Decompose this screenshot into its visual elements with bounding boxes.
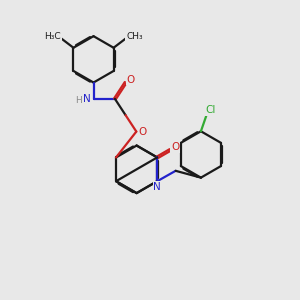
Text: Cl: Cl [206, 106, 216, 116]
Text: O: O [127, 75, 135, 85]
Text: O: O [171, 142, 179, 152]
Text: N: N [153, 182, 161, 192]
Text: H: H [75, 96, 81, 105]
Text: N: N [83, 94, 91, 104]
Text: O: O [139, 127, 147, 136]
Text: H₃C: H₃C [44, 32, 61, 41]
Text: CH₃: CH₃ [126, 32, 143, 41]
